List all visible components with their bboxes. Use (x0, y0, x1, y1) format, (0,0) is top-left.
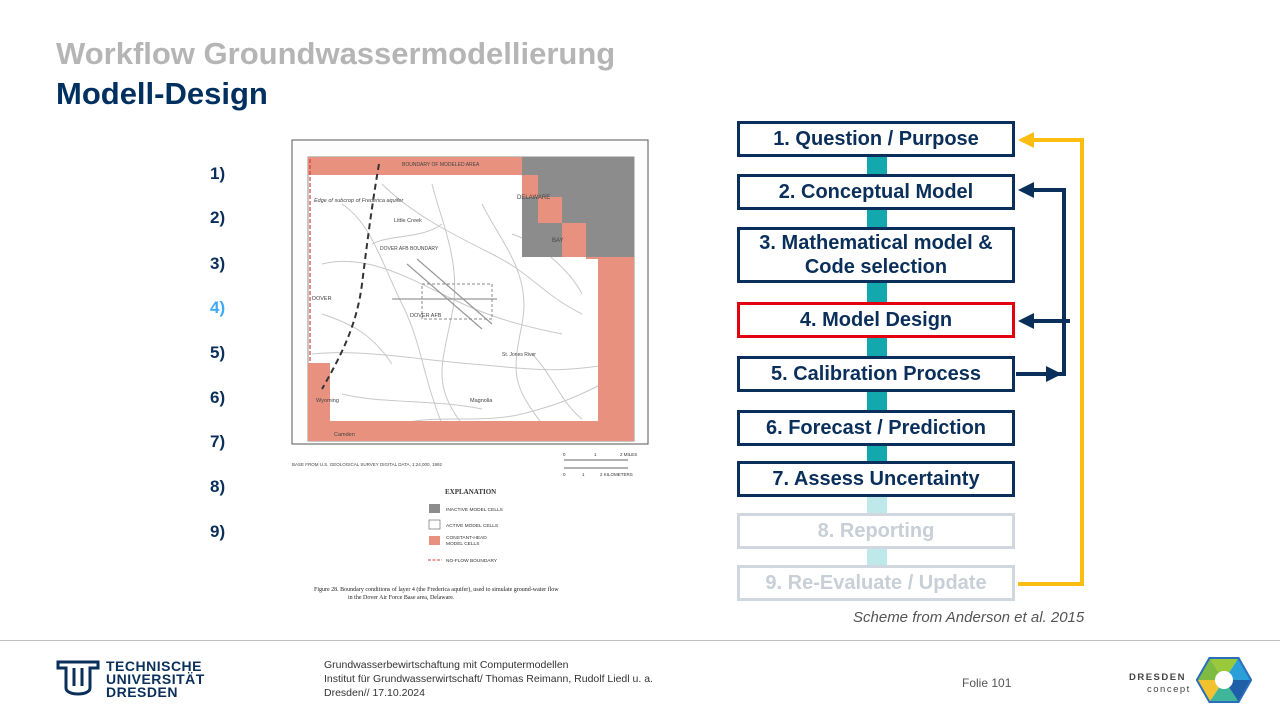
base-note: BASE FROM U.S. GEOLOGICAL SURVEY DIGITAL… (292, 462, 443, 467)
road-network (311, 183, 613, 425)
step-number-5: 5) (210, 343, 226, 362)
subcrop-label: Edge of subcrop of Frederica aquifer (314, 198, 404, 204)
legend-swatch-inactive (429, 504, 440, 513)
feedback-arrows (1016, 132, 1084, 586)
svg-text:NO-FLOW BOUNDARY: NO-FLOW BOUNDARY (446, 558, 498, 564)
workflow-step-mathematical-model: 3. Mathematical model & Code selection (737, 227, 1015, 283)
svg-text:1: 1 (594, 452, 597, 457)
airbase-runways (392, 258, 497, 330)
footer-divider (0, 640, 1280, 641)
workflow-step-uncertainty: 7. Assess Uncertainty (737, 461, 1015, 497)
footer-date: Dresden// 17.10.2024 (324, 687, 425, 699)
st-jones-label: St. Jones River (502, 352, 536, 358)
navy-arrow-head-4 (1018, 313, 1034, 329)
workflow-step-reporting: 8. Reporting (737, 513, 1015, 549)
step-number-9: 9) (210, 522, 226, 541)
afb-boundary-label: DOVER AFB BOUNDARY (380, 246, 439, 252)
legend-swatch-constant-head (429, 536, 440, 545)
workflow-step-model-design: 4. Model Design (737, 302, 1015, 338)
step-number-6: 6) (210, 388, 226, 407)
step-number-4: 4) (210, 298, 226, 317)
dover-afb-label: DOVER AFB (410, 313, 442, 319)
constant-head-cells (308, 157, 634, 441)
svg-text:Figure 28. Boundary condition: Figure 28. Boundary conditions of layer … (314, 586, 559, 593)
navy-arrow-head-2 (1018, 182, 1034, 198)
svg-text:INACTIVE MODEL CELLS: INACTIVE MODEL CELLS (446, 507, 503, 513)
svg-text:2 KILOMETERS: 2 KILOMETERS (600, 472, 633, 477)
footer-institute: Institut für Grundwasserwirtschaft/ Thom… (324, 673, 653, 685)
tud-logo-icon (56, 660, 100, 696)
svg-text:ACTIVE MODEL CELLS: ACTIVE MODEL CELLS (446, 523, 498, 529)
navy-arrow-head-5 (1046, 366, 1062, 382)
footer-course: Grundwasserbewirtschaftung mit Computerm… (324, 659, 569, 671)
figure-caption: Figure 28. Boundary conditions of layer … (314, 586, 559, 601)
camden-label: Camden (334, 432, 355, 438)
footer-info: Grundwasserbewirtschaftung mit Computerm… (324, 658, 653, 700)
boundary-label: BOUNDARY OF MODELED AREA (402, 162, 480, 168)
step-number-7: 7) (210, 432, 226, 451)
workflow-step-question-purpose: 1. Question / Purpose (737, 121, 1015, 157)
svg-text:1: 1 (582, 472, 585, 477)
scale-bar: 0 1 2 MILES 0 1 2 KILOMETERS (563, 452, 637, 477)
tud-logo-text: TECHNISCHE UNIVERSITÄT DRESDEN (106, 658, 205, 700)
slide-number: Folie 101 (962, 676, 1012, 690)
subcrop-edge (321, 163, 380, 390)
bay-label: BAY (552, 238, 564, 244)
workflow-step-conceptual-model: 2. Conceptual Model (737, 174, 1015, 210)
legend-title: EXPLANATION (445, 488, 496, 496)
workflow-step-re-evaluate: 9. Re-Evaluate / Update (737, 565, 1015, 601)
afb-boundary (421, 283, 493, 320)
workflow-step-forecast: 6. Forecast / Prediction (737, 410, 1015, 446)
boundary-conditions-map: BOUNDARY OF MODELED AREA Edge of subcrop… (291, 139, 649, 601)
dresden-concept-text: DRESDEN concept (1129, 672, 1191, 695)
page-title: Workflow Groundwassermodellierung (56, 36, 616, 71)
step-number-8: 8) (210, 477, 226, 496)
delaware-label: DELAWARE (517, 195, 550, 201)
little-creek-label: Little Creek (394, 218, 422, 224)
magnolia-label: Magnolia (470, 398, 493, 404)
dover-label: DOVER (312, 296, 332, 302)
svg-text:CONSTANT-HEAD: CONSTANT-HEAD (446, 535, 487, 541)
dresden-concept-logo-icon (1196, 657, 1252, 703)
svg-text:0: 0 (563, 452, 566, 457)
page-subtitle: Modell-Design (56, 76, 268, 111)
step-number-2: 2) (210, 208, 226, 227)
step-number-3: 3) (210, 254, 226, 273)
svg-text:2 MILES: 2 MILES (620, 452, 637, 457)
legend-swatch-active (428, 519, 441, 530)
svg-text:0: 0 (563, 472, 566, 477)
map-legend: EXPLANATION INACTIVE MODEL CELLS ACTIVE … (428, 488, 503, 564)
gold-arrow-head (1018, 132, 1034, 148)
wyoming-label: Wyoming (316, 398, 339, 404)
step-number-1: 1) (210, 164, 226, 183)
source-caption: Scheme from Anderson et al. 2015 (853, 609, 1085, 626)
workflow-step-calibration: 5. Calibration Process (737, 356, 1015, 392)
svg-text:MODEL CELLS: MODEL CELLS (446, 541, 479, 547)
svg-text:in the Dover Air Force Base ar: in the Dover Air Force Base area, Delawa… (348, 595, 455, 601)
